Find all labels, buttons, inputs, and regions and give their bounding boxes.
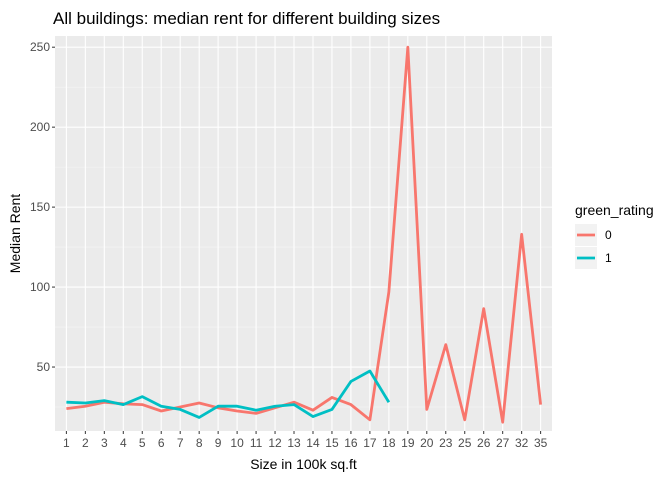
x-tick-label: 10 bbox=[230, 436, 244, 450]
x-tick-label: 17 bbox=[363, 436, 377, 450]
x-tick-label: 5 bbox=[139, 436, 146, 450]
plot-panel bbox=[55, 36, 552, 431]
y-tick-label: 100 bbox=[30, 280, 50, 294]
y-tick-label: 200 bbox=[30, 120, 50, 134]
x-tick-label: 26 bbox=[477, 436, 491, 450]
x-tick-label: 9 bbox=[215, 436, 222, 450]
x-tick-label: 35 bbox=[534, 436, 548, 450]
x-tick-label: 15 bbox=[325, 436, 339, 450]
x-tick-label: 13 bbox=[287, 436, 301, 450]
x-tick-label: 32 bbox=[515, 436, 529, 450]
x-tick-label: 27 bbox=[496, 436, 510, 450]
x-tick-label: 3 bbox=[101, 436, 108, 450]
x-tick-label: 12 bbox=[268, 436, 282, 450]
series-line-0 bbox=[66, 45, 543, 424]
y-tick-label: 150 bbox=[30, 200, 50, 214]
x-tick-label: 19 bbox=[401, 436, 415, 450]
legend-title: green_rating bbox=[575, 202, 654, 218]
x-tick-label: 16 bbox=[344, 436, 358, 450]
series-line-1 bbox=[66, 369, 391, 419]
x-tick-label: 8 bbox=[196, 436, 203, 450]
x-tick-label: 4 bbox=[120, 436, 127, 450]
x-tick-label: 7 bbox=[177, 436, 184, 450]
grid-lines bbox=[55, 36, 552, 431]
x-tick-label: 6 bbox=[158, 436, 165, 450]
x-tick-label: 20 bbox=[420, 436, 434, 450]
y-tick-label: 50 bbox=[37, 360, 51, 374]
x-tick-label: 18 bbox=[382, 436, 396, 450]
series-lines bbox=[66, 45, 543, 424]
legend-label: 0 bbox=[605, 228, 612, 242]
legend-label: 1 bbox=[605, 251, 612, 265]
x-tick-label: 2 bbox=[82, 436, 89, 450]
x-axis-title: Size in 100k sq.ft bbox=[250, 456, 357, 472]
x-tick-label: 14 bbox=[306, 436, 320, 450]
y-axis-title: Median Rent bbox=[7, 194, 23, 273]
x-tick-label: 23 bbox=[439, 436, 453, 450]
x-tick-label: 25 bbox=[458, 436, 472, 450]
x-axis: 1 2 3 4 5 6 7 8 9 10 11 12 13 14 15 16 17 18 19 20 23 25 26 27 3… bbox=[63, 431, 548, 450]
y-axis: 50 100 150 200 250 bbox=[30, 40, 55, 374]
x-tick-label: 11 bbox=[250, 436, 263, 450]
chart-title: All buildings: median rent for different… bbox=[53, 9, 440, 28]
y-tick-label: 250 bbox=[30, 40, 50, 54]
legend: green_rating 0 1 bbox=[575, 202, 654, 269]
x-tick-label: 1 bbox=[63, 436, 70, 450]
